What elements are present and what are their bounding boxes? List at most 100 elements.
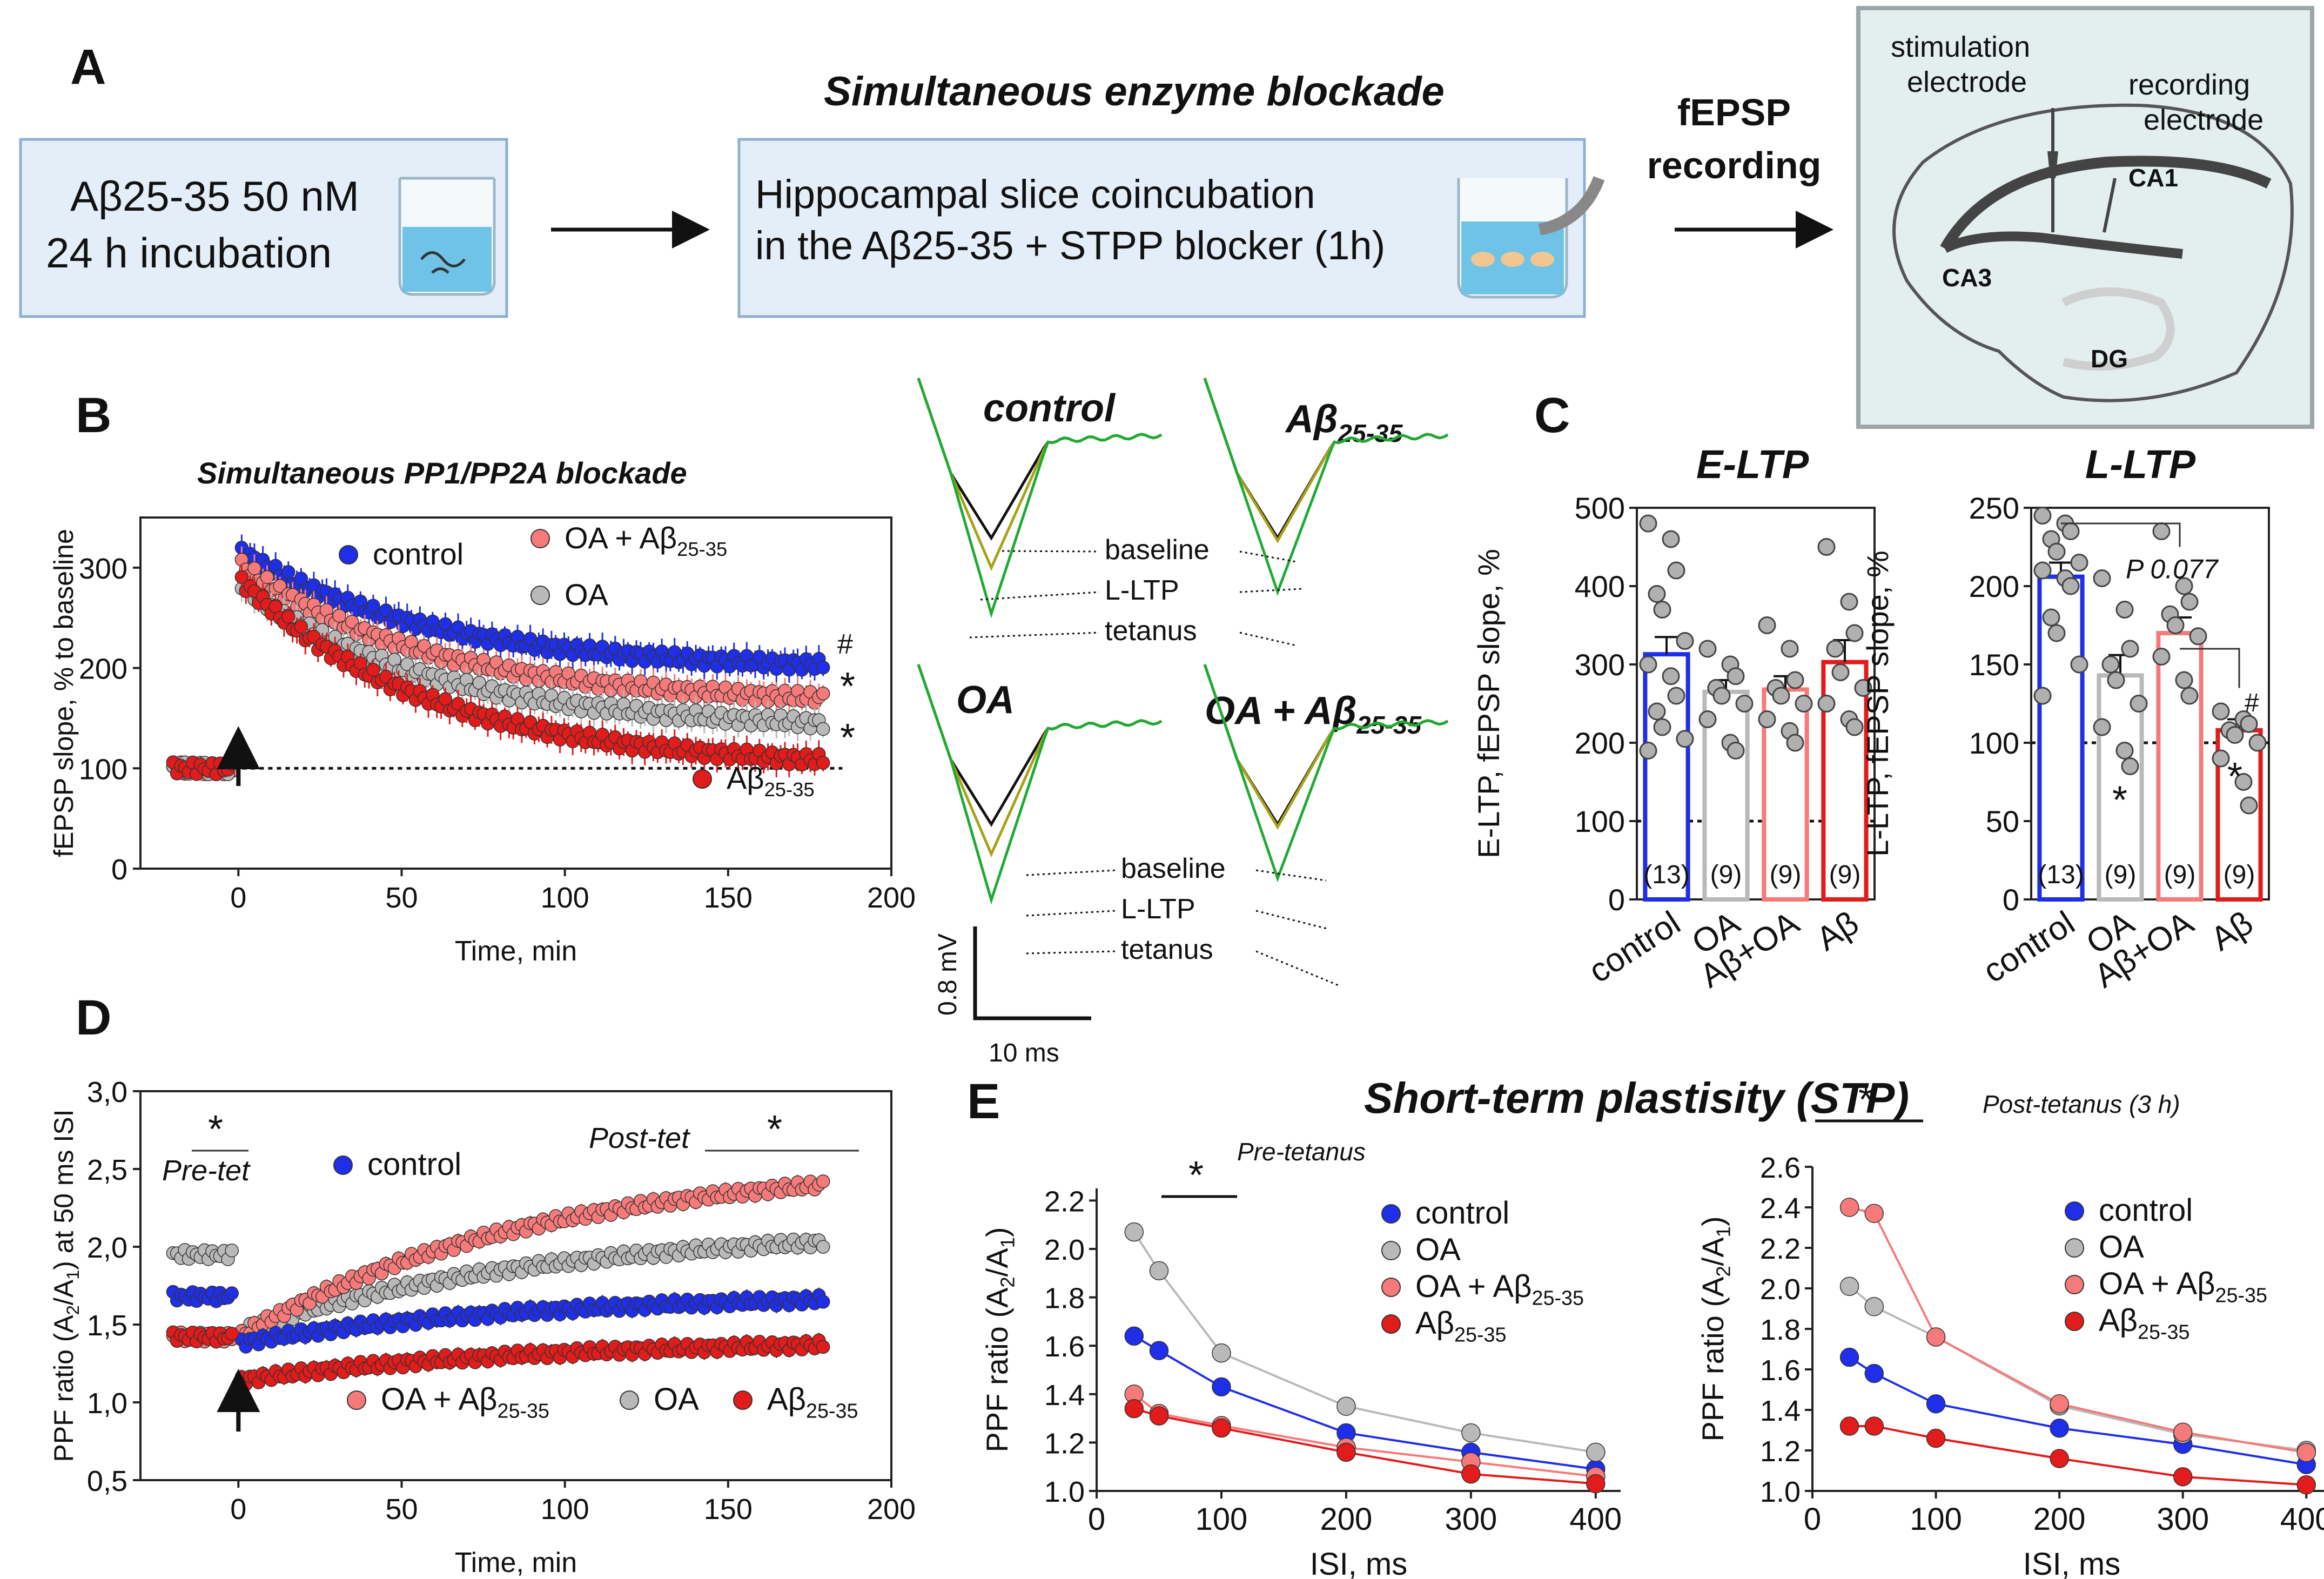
n-label: (9) xyxy=(1770,861,1802,889)
annotation-hash: # xyxy=(2245,689,2259,717)
individual-point xyxy=(2061,522,2080,540)
fit-curve xyxy=(1849,1285,2304,1452)
trace-title: control xyxy=(983,387,1116,430)
slice-chamber-icon xyxy=(1457,176,1605,299)
individual-point xyxy=(2115,601,2134,619)
data-point xyxy=(1864,1297,1884,1316)
x-tick-label: 400 xyxy=(2280,1502,2324,1537)
fepsp-traces: control Aβ25-35 OA OA + Aβ25-35 baseline L-LT… xyxy=(917,378,1449,1067)
legend-label: OA + Aβ25-35 xyxy=(381,1382,549,1422)
panel-label-b: B xyxy=(76,388,111,443)
chart-e-pre: Pre-tetanus 1.0 1.2 1.4 1.6 1.8 2.0 2.2 0 100 200 3… xyxy=(980,1138,1622,1579)
data-point xyxy=(2050,1394,2069,1414)
annotation-star: * xyxy=(2227,755,2242,798)
series-oaa xyxy=(1839,1198,2316,1462)
legend-marker xyxy=(733,1390,753,1410)
callout-line xyxy=(1002,550,1100,553)
trace-callout-label: baseline xyxy=(1121,853,1226,884)
legend-marker xyxy=(1381,1204,1401,1224)
n-label: (13) xyxy=(1643,861,1689,889)
data-point xyxy=(234,570,249,584)
x-axis-label: ISI, ms xyxy=(2023,1547,2120,1579)
individual-point xyxy=(1653,601,1671,619)
bar-chart-title: E-LTP xyxy=(1696,442,1809,487)
individual-point xyxy=(1817,538,1836,556)
y-tick-label: 1.6 xyxy=(1760,1354,1801,1387)
legend-marker xyxy=(1381,1314,1401,1334)
individual-point xyxy=(1698,640,1717,658)
annotation-hash: # xyxy=(837,629,853,660)
y-tick-label: 300 xyxy=(79,553,127,585)
individual-point xyxy=(2121,757,2139,775)
data-point xyxy=(1124,1222,1144,1242)
legend-marker xyxy=(2065,1201,2084,1221)
trace-tetanus xyxy=(917,664,1163,905)
y-tick-label: 2.6 xyxy=(1760,1152,1801,1184)
y-tick-label: 2,5 xyxy=(87,1154,127,1186)
data-point xyxy=(247,561,261,575)
data-point xyxy=(1149,1406,1169,1426)
trace-group-ab: Aβ25-35 xyxy=(1285,398,1403,447)
callout-line xyxy=(1026,910,1116,917)
y-tick-label: 200 xyxy=(1969,569,2019,603)
legend-label: OA xyxy=(2099,1229,2144,1265)
x-tick-label: 150 xyxy=(704,1493,753,1526)
chart-d: 0,5 1,0 1,5 2,0 2,5 3,0 0 50 100 150 200 Time, min P… xyxy=(49,1076,916,1578)
y-tick-label: 0,5 xyxy=(87,1465,127,1497)
y-tick-label: 1.0 xyxy=(1760,1476,1801,1508)
incubation-line2: 24 h incubation xyxy=(46,229,332,277)
callout-line xyxy=(1239,550,1297,563)
panel-label-a: A xyxy=(70,39,106,95)
chart-c-lltp: L-LTP 0 50 100 150 200 250 L-LTP, fEPSP slope, … xyxy=(1860,442,2270,995)
data-point xyxy=(2173,1422,2193,1442)
x-tick-label: 200 xyxy=(2033,1502,2086,1537)
post-tet-label: Post-tet xyxy=(589,1122,690,1154)
fit-curve xyxy=(1133,1407,1594,1485)
x-tick-label: 100 xyxy=(541,1493,589,1526)
data-point xyxy=(816,660,830,675)
fepsp-line1: fEPSP xyxy=(1677,91,1791,133)
legend-label: Aβ25-35 xyxy=(1415,1306,1506,1346)
trace-group-control: control xyxy=(983,387,1116,430)
y-axis-label: L-LTP, fEPSP slope, % xyxy=(1860,550,1895,857)
y-tick-label: 1.8 xyxy=(1760,1314,1801,1346)
data-point xyxy=(332,609,346,623)
annotation-star: * xyxy=(2112,779,2127,822)
individual-point xyxy=(1648,702,1666,721)
data-point xyxy=(1839,1198,1859,1217)
x-category-label: control xyxy=(1582,904,1687,990)
individual-point xyxy=(2212,702,2230,721)
x-tick-label: 200 xyxy=(867,882,916,914)
n-label: (9) xyxy=(1829,861,1861,889)
individual-point xyxy=(1676,632,1694,650)
trace-title: OA xyxy=(956,678,1015,722)
chart-b: Simultaneous PP1/PP2A blockade 0 100 200 300… xyxy=(49,456,916,967)
individual-point xyxy=(2042,608,2060,627)
data-point xyxy=(1839,1347,1859,1367)
chart-b-title: Simultaneous PP1/PP2A blockade xyxy=(197,456,687,490)
fit-curve xyxy=(1133,1335,1594,1470)
y-tick-label: 2.2 xyxy=(1760,1233,1801,1265)
rec-electrode-line2: electrode xyxy=(2144,104,2263,136)
legend-label: Aβ25-35 xyxy=(727,761,815,801)
individual-point xyxy=(2248,734,2267,752)
panel-label-c: C xyxy=(1534,388,1570,443)
legend-marker xyxy=(339,545,358,565)
x-tick-label: 0 xyxy=(230,1493,246,1526)
individual-point xyxy=(2061,577,2080,595)
individual-point xyxy=(2101,655,2120,674)
individual-point xyxy=(1667,561,1685,580)
y-axis-label: PPF ratio (A2/A1) xyxy=(980,1227,1018,1452)
individual-point xyxy=(2115,742,2134,760)
callout-line xyxy=(980,591,1100,601)
annotation-star: * xyxy=(840,665,855,708)
plot-frame xyxy=(1636,507,1876,901)
data-point xyxy=(1461,1423,1481,1443)
series-oa xyxy=(1124,1222,1606,1462)
rec-electrode-line1: recording xyxy=(2128,69,2250,101)
enzyme-title: Simultaneous enzyme blockade xyxy=(824,69,1445,115)
callout-line xyxy=(969,631,1100,639)
legend-marker xyxy=(2065,1275,2084,1294)
individual-point xyxy=(1727,742,1745,760)
